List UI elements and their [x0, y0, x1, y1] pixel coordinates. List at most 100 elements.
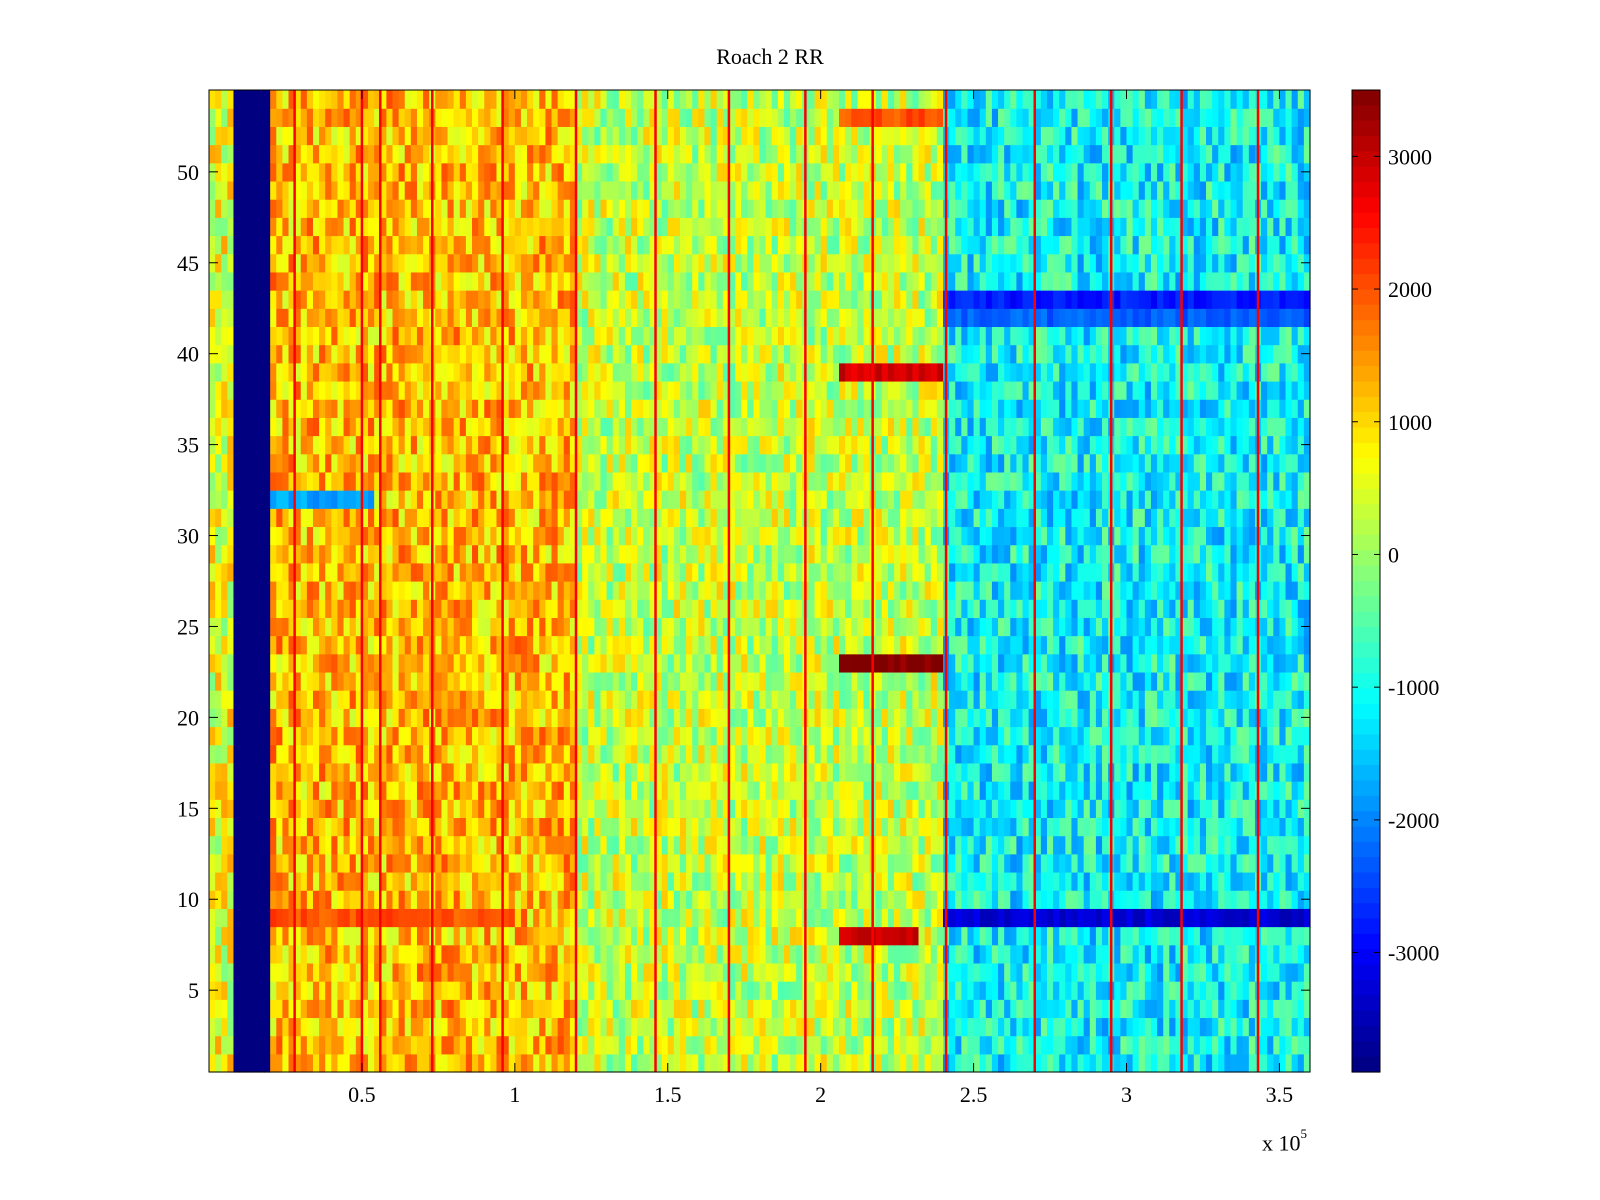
heatmap-cell: [1040, 599, 1048, 618]
heatmap-cell: [1016, 999, 1024, 1019]
heatmap-cell: [692, 653, 699, 673]
heatmap-cell: [459, 653, 467, 673]
heatmap-cell: [887, 1017, 895, 1037]
heatmap-cell: [465, 981, 473, 1000]
heatmap-cell: [924, 562, 932, 582]
heatmap-cell: [808, 781, 816, 800]
heatmap-cell: [741, 599, 748, 618]
heatmap-cell: [667, 835, 675, 855]
heatmap-cell: [496, 599, 504, 618]
heatmap-cell: [967, 871, 975, 891]
heatmap-cell: [1028, 890, 1036, 909]
heatmap-cell: [906, 835, 914, 855]
heatmap-cell: [783, 726, 791, 746]
heatmap-cell: [924, 617, 932, 637]
heatmap-cell: [679, 1053, 687, 1073]
heatmap-cell: [514, 799, 522, 819]
heatmap-cell: [1040, 1053, 1048, 1073]
heatmap-cell: [1071, 762, 1079, 782]
heatmap-cell: [1089, 926, 1097, 946]
heatmap-cell: [1089, 744, 1097, 764]
heatmap-cell: [1022, 926, 1030, 946]
heatmap-cell: [875, 599, 883, 618]
heatmap-cell: [967, 890, 975, 909]
heatmap-cell: [294, 853, 302, 873]
heatmap-cell: [459, 671, 467, 691]
heatmap-cell: [1169, 981, 1177, 1000]
heatmap-cell: [826, 871, 834, 891]
heatmap-cell: [1120, 671, 1128, 691]
heatmap-cell: [582, 890, 589, 909]
heatmap-cell: [618, 944, 626, 964]
heatmap-cell: [716, 690, 724, 709]
heatmap-cell: [698, 1035, 706, 1055]
heatmap-cell: [392, 926, 400, 946]
heatmap-cell: [576, 981, 583, 1000]
heatmap-cell: [759, 1035, 767, 1055]
heatmap-cell: [1218, 853, 1225, 873]
heatmap-cell: [924, 599, 932, 618]
heatmap-cell: [435, 962, 443, 982]
heatmap-cell: [1169, 962, 1177, 982]
heatmap-cell: [551, 835, 559, 855]
heatmap-cell: [1163, 635, 1170, 655]
heatmap-cell: [765, 999, 773, 1019]
heatmap-cell: [1077, 962, 1085, 982]
heatmap-cell: [1028, 962, 1036, 982]
heatmap-cell: [624, 799, 632, 819]
heatmap-cell: [582, 726, 589, 746]
heatmap-cell: [563, 1035, 571, 1055]
heatmap-cell: [936, 599, 944, 618]
heatmap-cell: [331, 981, 339, 1000]
heatmap-cell: [851, 1017, 858, 1037]
heatmap-cell: [1199, 944, 1207, 964]
heatmap-cell: [826, 1053, 834, 1073]
heatmap-cell: [1095, 581, 1103, 600]
heatmap-cell: [472, 1035, 479, 1055]
heatmap-cell: [294, 835, 302, 855]
heatmap-cell: [404, 926, 412, 946]
heatmap-cell: [435, 671, 443, 691]
heatmap-cell: [1279, 853, 1287, 873]
heatmap-cell: [851, 926, 858, 946]
heatmap-cell: [496, 962, 504, 982]
heatmap-cell: [845, 871, 852, 891]
heatmap-cell: [673, 890, 681, 909]
heatmap-cell: [949, 562, 956, 582]
heatmap-cell: [1083, 981, 1091, 1000]
heatmap-cell: [1157, 999, 1164, 1019]
heatmap-cell: [1065, 835, 1073, 855]
heatmap-cell: [881, 762, 889, 782]
heatmap-cell: [502, 871, 510, 891]
heatmap-cell: [435, 708, 443, 728]
heatmap-cell: [233, 1053, 241, 1073]
heatmap-cell: [820, 817, 828, 837]
heatmap-cell: [576, 581, 583, 600]
heatmap-cell: [1224, 690, 1232, 709]
heatmap-cell: [753, 908, 761, 928]
heatmap-cell: [1236, 871, 1244, 891]
heatmap-cell: [673, 799, 681, 819]
heatmap-cell: [245, 653, 253, 673]
heatmap-cell: [1138, 799, 1146, 819]
heatmap-cell: [453, 1035, 461, 1055]
heatmap-cell: [1138, 944, 1146, 964]
heatmap-cell: [1120, 690, 1128, 709]
heatmap-cell: [508, 726, 516, 746]
heatmap-cell: [239, 817, 247, 837]
heatmap-cell: [1248, 1035, 1256, 1055]
heatmap-cell: [832, 690, 840, 709]
heatmap-cell: [539, 744, 547, 764]
heatmap-cell: [1089, 890, 1097, 909]
heatmap-cell: [1089, 599, 1097, 618]
heatmap-cell: [1279, 1035, 1287, 1055]
heatmap-cell: [312, 599, 320, 618]
heatmap-cell: [631, 1017, 638, 1037]
heatmap-cell: [294, 635, 302, 655]
heatmap-cell: [1095, 890, 1103, 909]
heatmap-cell: [484, 781, 491, 800]
heatmap-cell: [998, 1053, 1005, 1073]
heatmap-cell: [288, 962, 296, 982]
heatmap-cell: [1120, 799, 1128, 819]
heatmap-cell: [1089, 762, 1097, 782]
